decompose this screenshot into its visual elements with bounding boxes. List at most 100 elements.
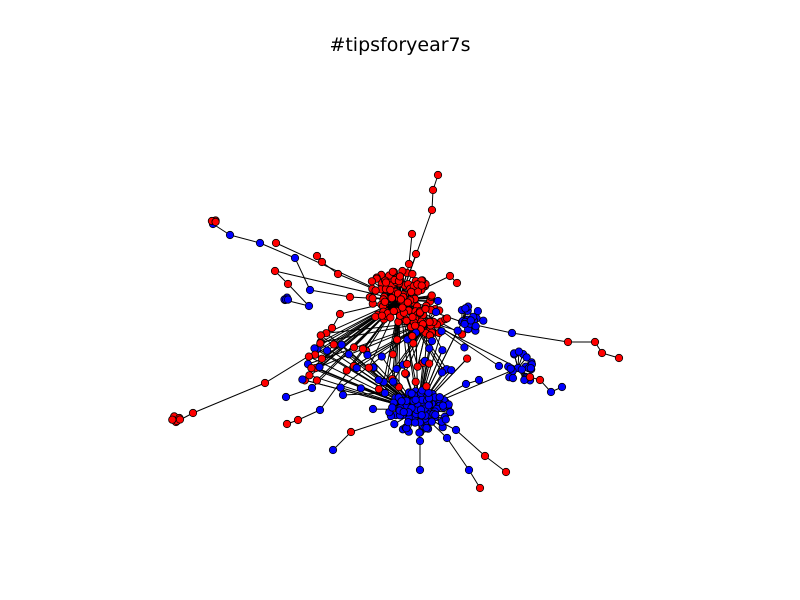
red-node [387,293,396,303]
blue-node [304,301,314,311]
red-node [462,354,472,363]
blue-node [438,346,447,355]
red-node [614,353,624,363]
red-node [445,271,455,281]
red-node [386,285,395,294]
red-node [408,331,417,341]
figure-title: #tipsforyear7s [329,34,471,56]
red-node [422,382,431,391]
blue-node [390,419,399,429]
blue-node [415,465,425,475]
red-node [404,259,414,269]
red-node [427,205,437,215]
blue-node [517,365,526,374]
red-node [345,292,355,302]
blue-node [507,328,517,338]
red-node [398,303,407,312]
graph-edge [332,431,352,451]
blue-node [337,340,346,349]
blue-node [431,410,440,419]
blue-node [322,346,332,355]
blue-node [397,397,406,406]
blue-node [374,375,383,384]
red-node [380,297,389,306]
blue-node [464,465,474,475]
red-node [442,314,452,323]
red-node [501,467,511,477]
red-node [381,278,391,287]
red-node [329,340,338,349]
red-node [392,335,402,344]
blue-node [336,383,345,392]
blue-node [461,379,471,389]
blue-node [437,368,447,377]
red-node [407,287,416,296]
red-node [389,306,398,316]
red-node [400,369,410,378]
red-node [425,317,434,327]
blue-node [474,375,484,385]
red-node [590,337,600,347]
red-node [358,344,367,353]
red-node [168,415,177,424]
blue-node [338,390,348,400]
blue-node [479,316,488,325]
blue-node [315,362,324,372]
red-node [402,359,412,369]
red-node [333,269,343,279]
red-node [452,278,462,288]
blue-node [460,319,469,329]
blue-node [471,322,480,331]
blue-node [415,436,425,446]
red-node [563,337,573,347]
red-node [417,281,426,290]
blue-node [281,392,291,402]
blue-node [427,417,436,426]
red-node [371,312,380,321]
blue-node [522,353,531,362]
red-node [413,362,422,371]
blue-node [447,366,456,375]
red-node [421,304,430,313]
red-node [175,415,185,424]
graph-edge [511,332,569,343]
blue-node [427,336,437,346]
blue-node [356,384,365,393]
red-node [410,321,420,330]
red-node [407,229,417,239]
blue-node [392,364,401,373]
blue-node [307,383,317,393]
graph-edge [287,283,310,307]
red-node [316,331,325,340]
blue-node [557,382,567,392]
red-node [396,295,405,304]
red-node [428,185,438,195]
red-node [293,415,303,425]
red-node [403,298,412,307]
graph-nodes [168,170,624,493]
red-node [364,363,373,372]
blue-node [368,404,378,414]
red-node [475,483,485,493]
red-node [317,257,327,267]
blue-node [453,326,462,335]
blue-node [399,407,408,417]
blue-node [380,388,390,398]
blue-node [441,415,450,424]
red-node [335,309,345,319]
blue-node [494,361,504,371]
blue-node [438,401,448,410]
blue-node [298,375,307,384]
blue-node [435,393,444,402]
red-node [388,350,397,359]
graph-edge [294,257,311,291]
red-node [307,363,316,373]
red-node [388,267,397,276]
red-node [317,354,326,363]
red-node [327,323,337,333]
blue-node [255,238,265,248]
graph-edge [484,455,507,473]
blue-node [410,418,420,427]
red-node [188,408,198,418]
